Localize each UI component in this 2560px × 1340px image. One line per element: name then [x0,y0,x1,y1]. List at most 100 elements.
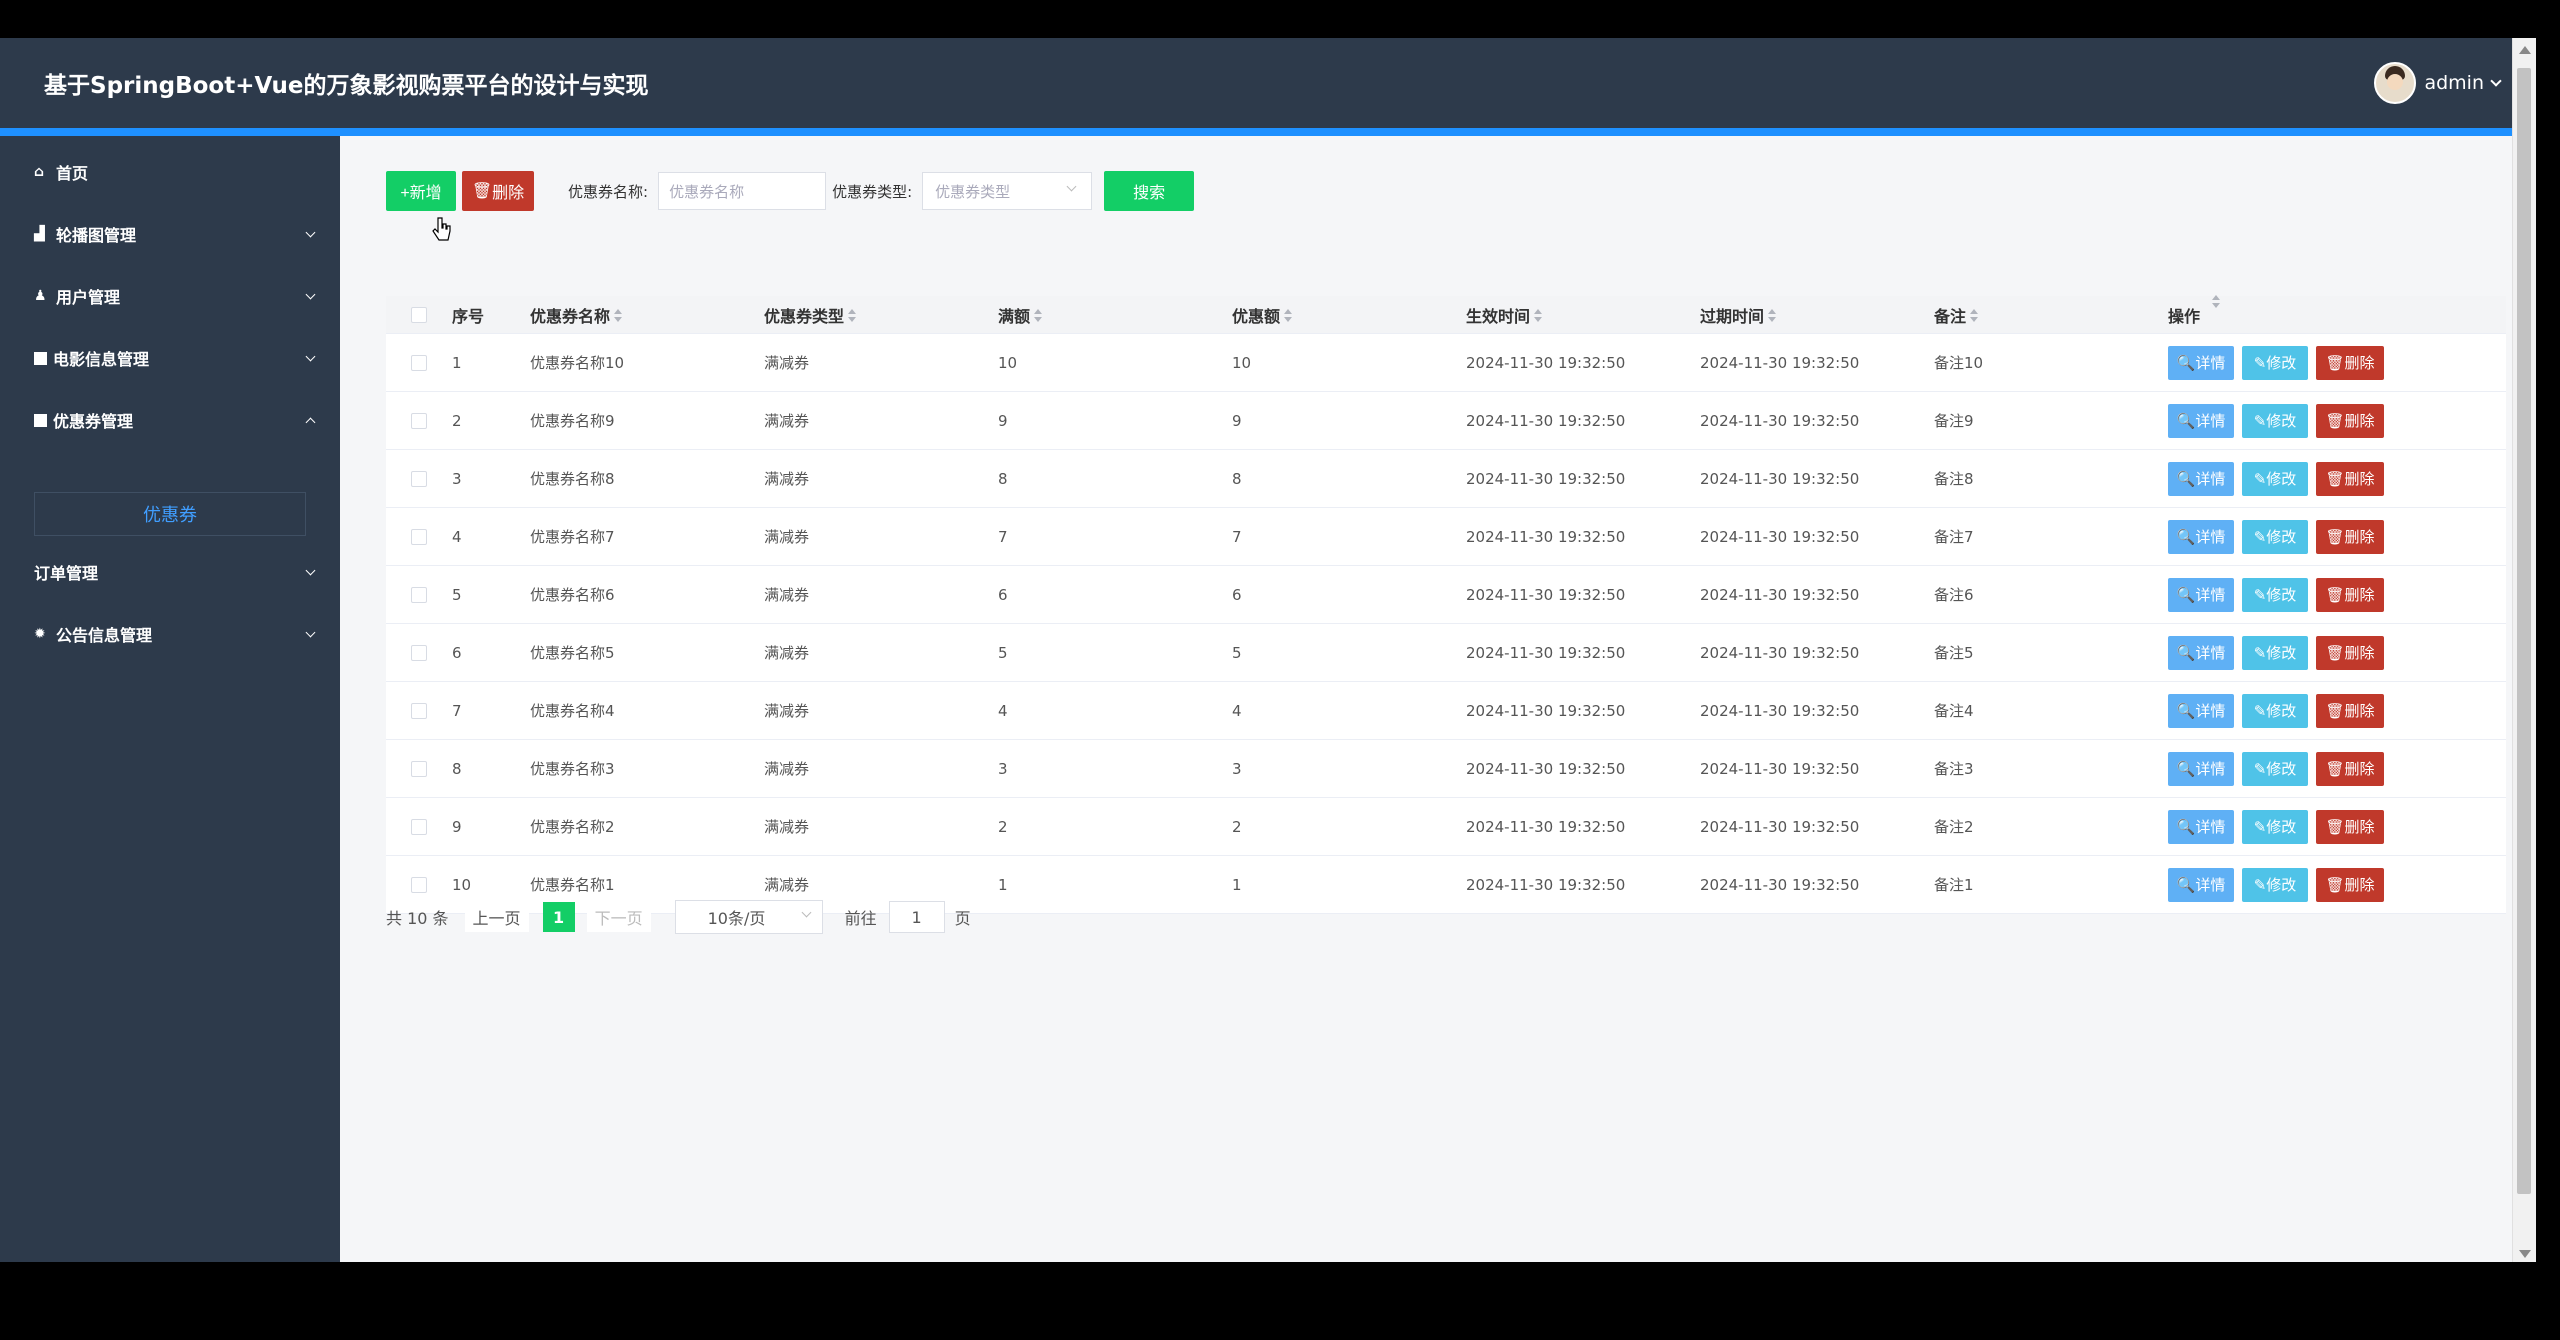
detail-button[interactable]: 🔍 详情 [2168,403,2234,438]
edit-label: 修改 [2266,586,2297,604]
edit-button[interactable]: ✎ 修改 [2242,693,2308,728]
row-checkbox[interactable] [411,528,427,545]
edit-button[interactable]: ✎ 修改 [2242,577,2308,612]
row-checkbox[interactable] [411,702,427,719]
pager-goto-input[interactable]: 1 [888,901,945,933]
row-delete-button[interactable]: 🗑 删除 [2316,635,2384,670]
cell-remark: 备注8 [1934,470,1974,488]
edit-button[interactable]: ✎ 修改 [2242,867,2308,902]
page-scrollbar[interactable] [2512,38,2536,1262]
table-row: 4 优惠券名称7 满减券 7 7 2024-11-30 19:32:50 2024-11-3… [386,508,2506,566]
row-delete-button[interactable]: 🗑 删除 [2316,519,2384,554]
cell-remark: 备注10 [1934,354,1984,372]
avatar[interactable] [2374,62,2417,104]
search-icon: 🔍 [2176,759,2196,778]
cell-actions: 🔍 详情 ✎ 修改 🗑 删除 [2168,577,2506,612]
pager-prev-button[interactable]: 上一页 [464,902,529,932]
cell-remark: 备注1 [1934,876,1974,894]
cell-full: 5 [998,643,1008,662]
sidebar-item-carousel[interactable]: ▟ 轮播图管理 [0,214,340,254]
edit-button[interactable]: ✎ 修改 [2242,635,2308,670]
row-checkbox[interactable] [411,876,427,893]
pager-page-1[interactable]: 1 [542,902,575,932]
detail-button[interactable]: 🔍 详情 [2168,867,2234,902]
search-button[interactable]: 搜索 [1104,171,1195,211]
header-remark[interactable]: 备注 [1934,303,2168,327]
table-body: 1 优惠券名称10 满减券 10 10 2024-11-30 19:32:50 2024-1… [386,334,2506,914]
edit-button[interactable]: ✎ 修改 [2242,519,2308,554]
row-checkbox[interactable] [411,354,427,371]
row-delete-button[interactable]: 🗑 删除 [2316,809,2384,844]
sidebar-item-label: 电影信息管理 [53,350,150,369]
edit-button[interactable]: ✎ 修改 [2242,461,2308,496]
edit-button[interactable]: ✎ 修改 [2242,345,2308,380]
header-no: 序号 [452,306,485,326]
delete-label: 删除 [2344,818,2375,836]
edit-button[interactable]: ✎ 修改 [2242,751,2308,786]
sidebar-item-notices[interactable]: ✹ 公告信息管理 [0,614,340,654]
cell-actions: 🔍 详情 ✎ 修改 🗑 删除 [2168,403,2506,438]
row-checkbox[interactable] [411,412,427,429]
cell-name: 优惠券名称1 [530,876,615,894]
detail-label: 详情 [2195,586,2226,604]
detail-button[interactable]: 🔍 详情 [2168,519,2234,554]
header-actions[interactable]: 操作 [2168,294,2506,327]
detail-button[interactable]: 🔍 详情 [2168,461,2234,496]
add-button[interactable]: +新增 [386,171,456,211]
cell-end: 2024-11-30 19:32:50 [1700,875,1860,894]
select-all-checkbox[interactable] [411,306,427,323]
detail-button[interactable]: 🔍 详情 [2168,751,2234,786]
row-delete-button[interactable]: 🗑 删除 [2316,751,2384,786]
trash-icon: 🗑 [2325,411,2345,430]
coupon-name-input[interactable]: 优惠券名称 [658,172,827,210]
scroll-up-icon[interactable] [2519,46,2531,54]
edit-button[interactable]: ✎ 修改 [2242,809,2308,844]
batch-delete-button[interactable]: 🗑 删除 [462,171,534,211]
pager-next-button[interactable]: 下一页 [586,902,651,932]
sidebar-item-movies[interactable]: 电影信息管理 [0,338,340,378]
row-checkbox[interactable] [411,760,427,777]
row-select-cell [386,470,452,487]
header-start[interactable]: 生效时间 [1466,303,1700,327]
row-checkbox[interactable] [411,470,427,487]
header-discount[interactable]: 优惠额 [1232,303,1466,327]
row-select-cell [386,412,452,429]
sidebar-subitem-coupon[interactable]: 优惠券 [34,492,306,536]
user-menu[interactable]: admin [2374,62,2502,104]
cell-discount: 3 [1232,759,1242,778]
scroll-down-icon[interactable] [2519,1250,2531,1258]
cell-end: 2024-11-30 19:32:50 [1700,585,1860,604]
row-delete-button[interactable]: 🗑 删除 [2316,403,2384,438]
pager-size-select[interactable]: 10条/页 [674,900,823,934]
detail-button[interactable]: 🔍 详情 [2168,809,2234,844]
coupon-type-select[interactable]: 优惠券类型 [922,172,1093,210]
pager-total: 共 10 条 [386,909,449,928]
user-name[interactable]: admin [2424,72,2484,94]
row-delete-button[interactable]: 🗑 删除 [2316,577,2384,612]
detail-button[interactable]: 🔍 详情 [2168,577,2234,612]
row-checkbox[interactable] [411,644,427,661]
detail-button[interactable]: 🔍 详情 [2168,635,2234,670]
delete-label: 删除 [2344,876,2375,894]
header-end[interactable]: 过期时间 [1700,303,1934,327]
row-checkbox[interactable] [411,586,427,603]
header-full[interactable]: 满额 [998,303,1232,327]
row-checkbox[interactable] [411,818,427,835]
row-delete-button[interactable]: 🗑 删除 [2316,345,2384,380]
sidebar-item-coupons[interactable]: 优惠券管理 [0,400,340,440]
row-delete-button[interactable]: 🗑 删除 [2316,461,2384,496]
scroll-thumb[interactable] [2517,68,2531,1194]
header-name[interactable]: 优惠券名称 [530,303,764,327]
header-type[interactable]: 优惠券类型 [764,303,998,327]
row-delete-button[interactable]: 🗑 删除 [2316,867,2384,902]
edit-button[interactable]: ✎ 修改 [2242,403,2308,438]
sidebar-item-home[interactable]: ⌂ 首页 [0,152,340,192]
row-delete-button[interactable]: 🗑 删除 [2316,693,2384,728]
detail-label: 详情 [2195,818,2226,836]
sidebar-item-users[interactable]: ♟ 用户管理 [0,276,340,316]
detail-button[interactable]: 🔍 详情 [2168,693,2234,728]
sidebar-item-orders[interactable]: 订单管理 [0,552,340,592]
chevron-down-icon[interactable] [2490,75,2502,87]
header-label: 满额 [998,306,1031,326]
detail-button[interactable]: 🔍 详情 [2168,345,2234,380]
